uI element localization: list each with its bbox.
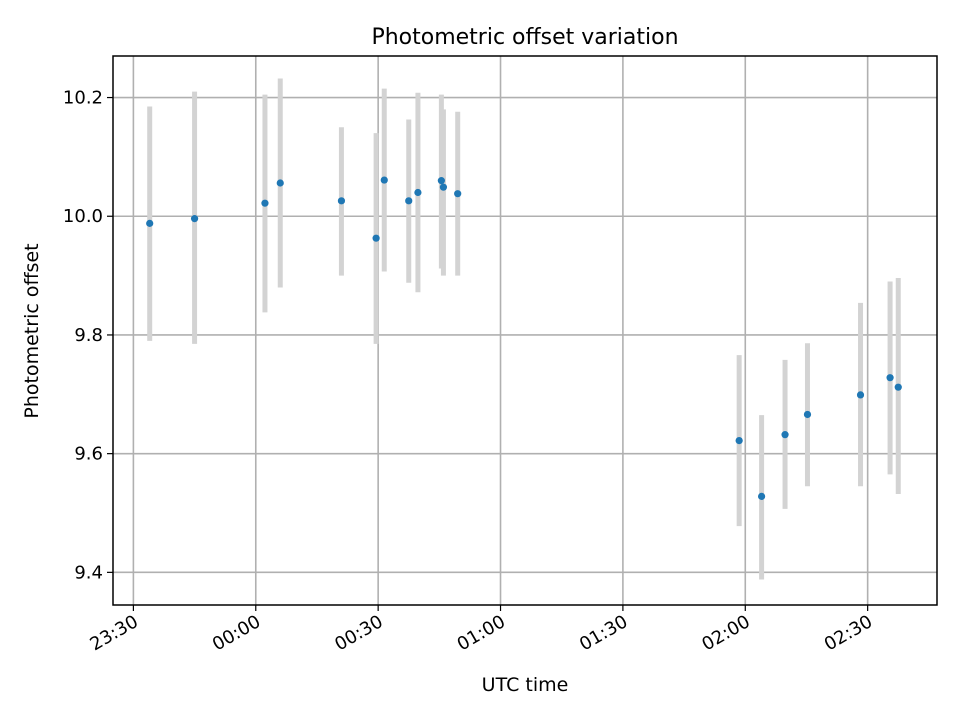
- data-point: [146, 219, 154, 227]
- y-tick-label: 9.6: [74, 444, 103, 465]
- y-tick-label: 10.0: [63, 206, 103, 227]
- data-point: [437, 177, 445, 185]
- x-axis-ticks: 23:30 00:00 00:30 01:00 01:30 02:00 02:30: [86, 605, 876, 655]
- plot-frame: [112, 55, 938, 606]
- x-tick-label: 23:30: [86, 611, 141, 655]
- chart-title: Photometric offset variation: [371, 25, 678, 50]
- data-point: [757, 492, 766, 500]
- x-tick-label: 01:00: [454, 611, 509, 655]
- data-points: [146, 176, 902, 500]
- x-tick-label: 00:00: [209, 611, 264, 655]
- x-tick-label: 01:30: [576, 611, 631, 655]
- x-tick-label: 02:30: [821, 611, 876, 655]
- data-point: [735, 436, 743, 445]
- data-point: [414, 188, 422, 197]
- data-point: [894, 383, 902, 391]
- data-point: [439, 183, 448, 191]
- x-tick-label: 02:00: [698, 611, 753, 655]
- data-point: [886, 374, 894, 382]
- error-bars: [147, 78, 901, 580]
- data-point: [261, 199, 269, 207]
- y-axis-ticks: 9.4 9.6 9.8 10.0 10.2: [63, 88, 113, 583]
- data-point: [454, 190, 462, 198]
- y-tick-label: 9.8: [74, 325, 103, 346]
- x-tick-label: 00:30: [331, 611, 386, 655]
- data-point: [856, 391, 865, 399]
- y-tick-label: 9.4: [74, 562, 103, 583]
- y-axis-label: Photometric offset: [21, 243, 43, 418]
- y-tick-label: 10.2: [63, 88, 103, 109]
- data-point: [380, 176, 388, 184]
- data-point: [803, 410, 812, 419]
- data-point: [190, 215, 199, 223]
- x-axis-label: UTC time: [482, 674, 569, 696]
- data-point: [372, 234, 380, 242]
- grid: [113, 56, 937, 605]
- data-point: [276, 179, 284, 187]
- data-point: [405, 197, 413, 205]
- data-point: [337, 197, 346, 205]
- data-point: [781, 431, 789, 439]
